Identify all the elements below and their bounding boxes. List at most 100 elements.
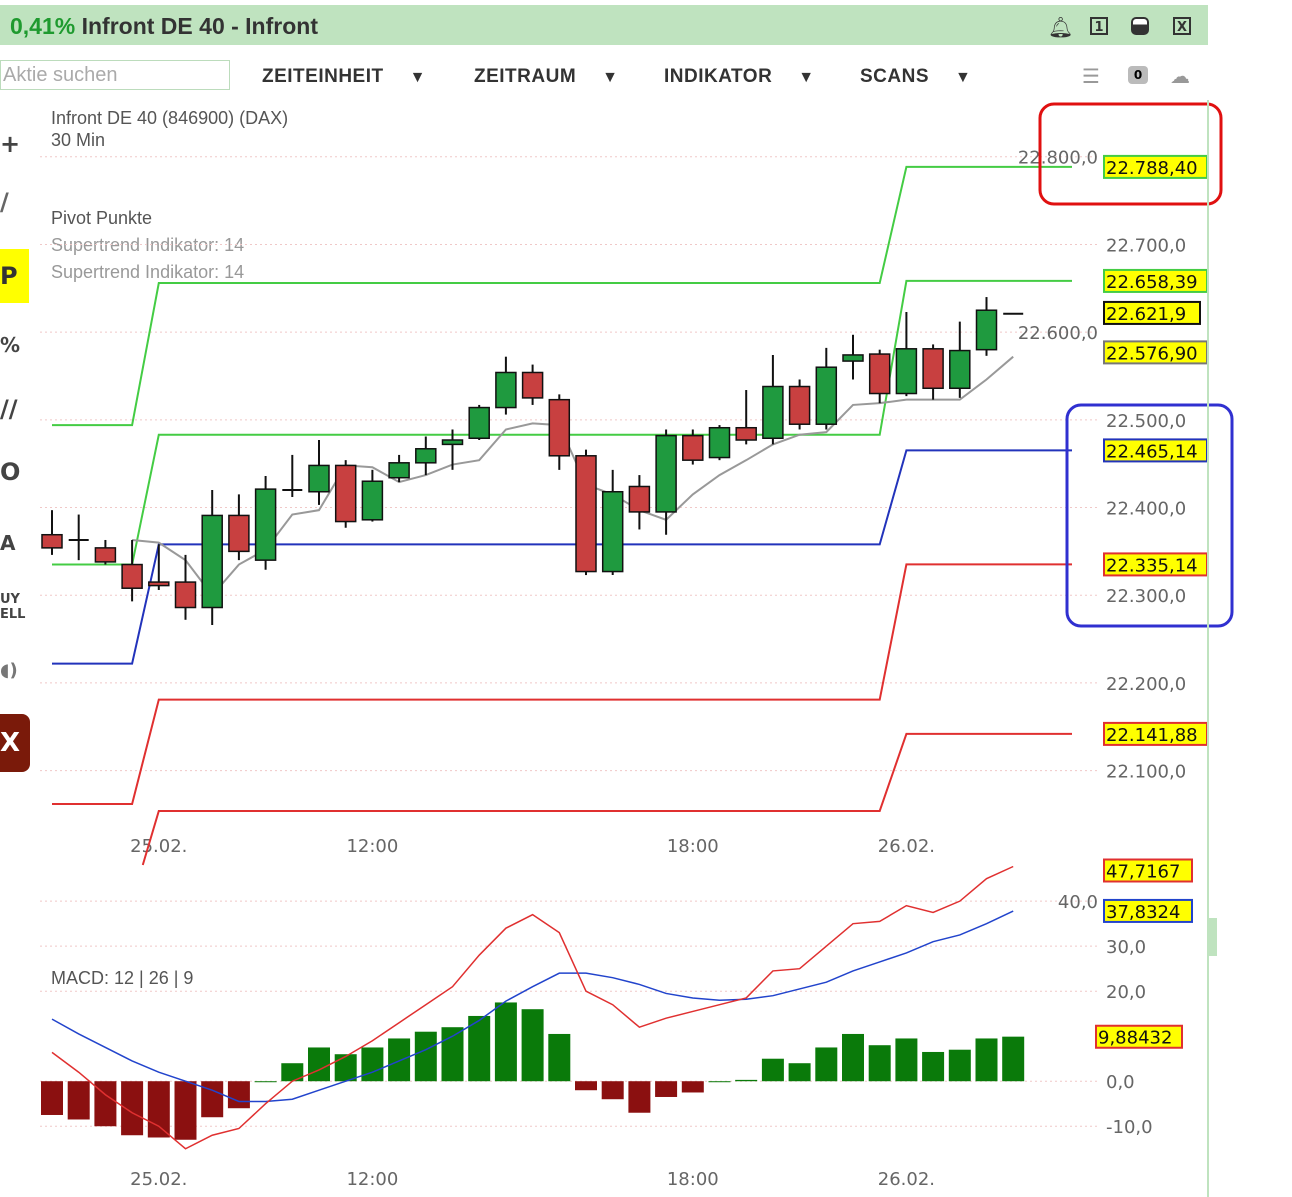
y-tick-label: 20,0 [1106, 982, 1146, 1003]
candle-down [121, 563, 143, 589]
delete-drawings-button[interactable]: X [0, 714, 30, 772]
signal-value-label: 37,8324 [1106, 902, 1180, 923]
pivot-line [52, 449, 1072, 665]
pivot-level-label: 22.335,14 [1106, 555, 1198, 576]
candle-up [708, 426, 731, 459]
candle-up [468, 406, 490, 440]
candle-up [201, 514, 223, 609]
x-tick-label: 12:00 [346, 1169, 398, 1190]
menu-zeiteinheit[interactable]: ZEITEINHEIT ▼ [262, 66, 426, 88]
histogram-bar [761, 1058, 784, 1082]
candle-down [548, 398, 571, 457]
pivot-line [52, 165, 1072, 427]
notification-badge[interactable]: 0 [1128, 66, 1148, 84]
candle-up [388, 462, 410, 479]
candle-down [174, 581, 197, 609]
dropdown-arrow-icon: ▼ [955, 69, 972, 86]
candle-down [41, 533, 63, 549]
maximize-button[interactable] [1131, 17, 1149, 35]
supertrend-value-label: 22.576,90 [1106, 343, 1198, 364]
buy-sell-tool[interactable]: UY ELL [0, 592, 25, 622]
histogram-bar [842, 1033, 864, 1082]
circle-tool-icon[interactable]: O [0, 458, 21, 486]
candle-down [148, 581, 170, 587]
y-tick-label: 40,0 [1058, 892, 1098, 913]
histogram-value-label-box [1095, 1024, 1183, 1049]
crosshair-tool-icon[interactable]: + [0, 130, 21, 158]
menu-zeitraum[interactable]: ZEITRAUM ▼ [474, 66, 619, 88]
pivot-level-label: 22.658,39 [1106, 272, 1198, 293]
macd-value-label-box [1103, 858, 1193, 883]
candle-up [415, 448, 437, 464]
x-tick-label: 18:00 [667, 1169, 719, 1190]
add-list-icon[interactable]: ☰ [1082, 64, 1100, 88]
histogram-bar [441, 1027, 464, 1082]
y-tick-label: 22.600,0 [1018, 323, 1098, 344]
histogram-bar [922, 1051, 945, 1082]
y-tick-label: 22.300,0 [1106, 586, 1186, 607]
candle-down [94, 547, 117, 563]
histogram-bar [174, 1081, 197, 1140]
histogram-bar [67, 1081, 90, 1120]
candle-up [842, 354, 864, 362]
histogram-bar [94, 1081, 117, 1127]
histogram-bar [975, 1038, 998, 1082]
scrollbar-thumb[interactable] [1209, 918, 1217, 956]
indicator-supertrend-label[interactable]: Supertrend Indikator: 14 [51, 235, 245, 255]
histogram-bar [121, 1081, 144, 1136]
indicator-supertrend-label[interactable]: Supertrend Indikator: 14 [51, 262, 245, 282]
histogram-bar [414, 1031, 437, 1082]
x-tick-label: 25.02. [130, 1169, 187, 1190]
candle-up [308, 464, 330, 493]
histogram-bar [334, 1054, 357, 1082]
dropdown-arrow-icon: ▼ [602, 69, 619, 86]
candle-up [975, 309, 998, 351]
x-tick-label: 26.02. [878, 1169, 935, 1190]
histogram-bar [681, 1081, 704, 1093]
sound-icon[interactable]: ◖) [0, 660, 18, 681]
y-tick-label: 0,0 [1106, 1072, 1135, 1093]
histogram-bar [1002, 1036, 1025, 1082]
histogram-bar [948, 1049, 971, 1082]
histogram-bar [601, 1081, 624, 1100]
pivot-level-label: 22.788,40 [1106, 158, 1198, 179]
macd-value-label: 47,7167 [1106, 862, 1180, 883]
candle-up [815, 366, 838, 425]
histogram-value-label: 9,88432 [1098, 1028, 1172, 1049]
highlight-box-red [1038, 102, 1223, 206]
alarm-bell-icon[interactable]: 🔔︎ [1048, 15, 1074, 39]
pivot-tool-icon[interactable]: P [0, 249, 29, 303]
menu-label: INDIKATOR [664, 66, 773, 87]
histogram-bar [735, 1079, 758, 1082]
candle-down [788, 385, 811, 425]
close-button[interactable]: X [1173, 17, 1191, 35]
text-tool-icon[interactable]: A [0, 531, 16, 555]
histogram-bar [575, 1081, 597, 1091]
menu-label: ZEITRAUM [474, 66, 577, 87]
signal-value-label-box [1103, 898, 1193, 923]
parallel-lines-tool-icon[interactable]: // [0, 395, 18, 423]
line-tool-icon[interactable]: / [0, 188, 9, 216]
pivot-line [141, 732, 1072, 866]
candle-up [655, 434, 677, 513]
cloud-icon[interactable]: ☁ [1170, 64, 1190, 88]
histogram-bar [281, 1063, 304, 1082]
candle-down [228, 514, 250, 553]
indicator-pivot-label[interactable]: Pivot Punkte [51, 208, 153, 228]
histogram-bar [468, 1015, 491, 1082]
stock-search-input[interactable]: Aktie suchen [0, 60, 230, 90]
title-bar: 0,41% Infront DE 40 - Infront 🔔︎ 1 X [0, 5, 1208, 45]
pivot-line [52, 563, 1072, 805]
candle-down [735, 426, 757, 441]
candle-up [895, 348, 918, 395]
pivot-level-label: 22.141,88 [1106, 725, 1198, 746]
window-1-button[interactable]: 1 [1090, 17, 1108, 35]
menu-scans[interactable]: SCANS ▼ [860, 66, 971, 88]
candle-up [601, 490, 624, 573]
macd-label[interactable]: MACD: 12 | 26 | 9 [51, 968, 194, 988]
menu-label: SCANS [860, 66, 930, 87]
percent-tool-icon[interactable]: % [0, 333, 21, 357]
menu-indikator[interactable]: INDIKATOR ▼ [664, 66, 815, 88]
y-tick-label: 22.500,0 [1106, 411, 1186, 432]
